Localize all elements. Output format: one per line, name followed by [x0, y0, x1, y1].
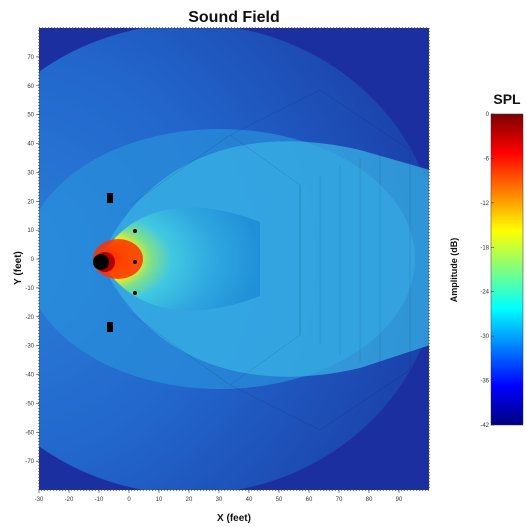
- speaker-left-array: [107, 193, 113, 203]
- y-tick-label: -60: [25, 430, 34, 436]
- y-tick-label: -50: [25, 401, 34, 407]
- speaker-right-array: [107, 322, 113, 332]
- x-tick-label: 80: [366, 497, 373, 503]
- y-tick-label: 60: [27, 84, 34, 90]
- speaker-delay-1: [133, 229, 137, 233]
- x-axis-label: X (feet): [217, 513, 251, 524]
- sound-field-lobe: [100, 141, 429, 377]
- colorbar-tick-label: -18: [480, 245, 489, 251]
- seating-grid: [129, 89, 411, 431]
- speaker-delay-3: [133, 291, 137, 295]
- y-tick-label: 50: [27, 113, 34, 119]
- colorbar-tick-label: -12: [480, 201, 489, 207]
- colorbar-scale: [490, 113, 524, 426]
- y-tick-label: -70: [25, 459, 34, 465]
- x-tick-label: 50: [276, 497, 283, 503]
- seating-outline-outer: [229, 89, 411, 431]
- colorbar-tick-label: -42: [480, 423, 489, 429]
- speaker-array: [93, 193, 137, 332]
- seating-outline-inner: [129, 134, 301, 386]
- colorbar: SPL 0 -6 -12 -18 -24 -30 -36 -42 Amplitude (dB): [449, 91, 524, 429]
- x-tick-label: 60: [306, 497, 313, 503]
- colorbar-tick-label: -36: [480, 379, 489, 385]
- y-axis-ticks: 70 60 50 40 30 20 10 0 -10 -20 -30 -40 -50 -60 -70: [25, 55, 39, 465]
- x-axis-ticks: -30 -20 -10 0 10 20 30 40 50 60 70 80 90: [35, 490, 403, 503]
- y-tick-label: 40: [27, 142, 34, 148]
- x-tick-label: 10: [156, 497, 163, 503]
- y-tick-label: -30: [25, 344, 34, 350]
- sound-field-core: [100, 207, 260, 311]
- x-tick-label: 30: [216, 497, 223, 503]
- y-tick-label: 10: [27, 228, 34, 234]
- chart-title: Sound Field: [188, 9, 280, 26]
- seating-rows: [299, 152, 381, 368]
- x-tick-label: -10: [95, 497, 104, 503]
- y-tick-label: 30: [27, 170, 34, 176]
- x-tick-label: 70: [336, 497, 343, 503]
- y-tick-label: 20: [27, 199, 34, 205]
- y-tick-label: 0: [31, 257, 35, 263]
- x-tick-label: 20: [186, 497, 193, 503]
- colorbar-title: SPL: [493, 91, 521, 107]
- x-tick-label: 40: [246, 497, 253, 503]
- y-axis-label: Y (feet): [13, 251, 24, 285]
- x-tick-label: -20: [65, 497, 74, 503]
- speaker-delay-2: [133, 260, 137, 264]
- y-tick-label: 70: [27, 55, 34, 61]
- x-tick-label: -30: [35, 497, 44, 503]
- y-tick-label: -20: [25, 315, 34, 321]
- plot-area: [39, 28, 429, 490]
- colorbar-tick-label: 0: [486, 112, 490, 118]
- x-tick-label: 90: [396, 497, 403, 503]
- y-tick-label: -10: [25, 286, 34, 292]
- y-tick-label: -40: [25, 373, 34, 379]
- colorbar-label: Amplitude (dB): [449, 238, 459, 303]
- colorbar-tick-label: -30: [480, 334, 489, 340]
- x-tick-label: 0: [127, 497, 131, 503]
- colorbar-tick-label: -24: [480, 290, 489, 296]
- colorbar-tick-label: -6: [484, 156, 490, 162]
- colorbar-ticks: 0 -6 -12 -18 -24 -30 -36 -42: [480, 112, 494, 429]
- speaker-main: [93, 254, 109, 270]
